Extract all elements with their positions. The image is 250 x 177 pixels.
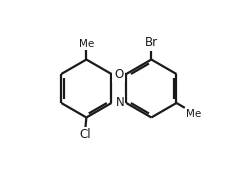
Text: Cl: Cl: [80, 128, 91, 141]
Text: N: N: [116, 96, 124, 110]
Text: Br: Br: [145, 36, 158, 49]
Text: Me: Me: [79, 39, 94, 49]
Text: O: O: [114, 67, 124, 81]
Text: Me: Me: [186, 109, 201, 119]
